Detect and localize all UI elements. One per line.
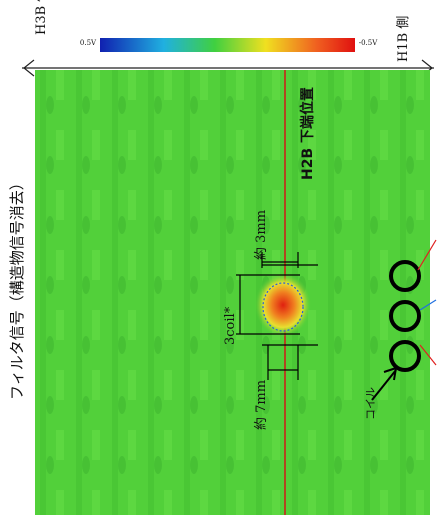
- line-label: H2B 下端位置: [299, 87, 316, 180]
- colorbar-max: -0.5V: [359, 39, 378, 47]
- dim-bottom: 約 7mm: [254, 380, 269, 430]
- dim-coil: 3coil*: [223, 306, 238, 345]
- side-left-label: H3B 側: [34, 0, 49, 35]
- colorbar-gradient: [100, 38, 355, 52]
- side-right-label: H1B 側: [396, 16, 411, 62]
- figure-title: フィルタ信号（構造物信号消去）: [8, 175, 26, 400]
- signal-field: [35, 70, 430, 515]
- colorbar-min: 0.5V: [80, 39, 97, 47]
- figure: 0.5V -0.5V H3B 側 H1B 側 H2B 下端位置 約 3mm 3c…: [0, 0, 439, 515]
- dim-top: 約 3mm: [254, 210, 269, 260]
- colorbar: 0.5V -0.5V: [80, 38, 378, 52]
- defect-signal: [255, 273, 311, 337]
- coil-label: コイル: [364, 387, 377, 420]
